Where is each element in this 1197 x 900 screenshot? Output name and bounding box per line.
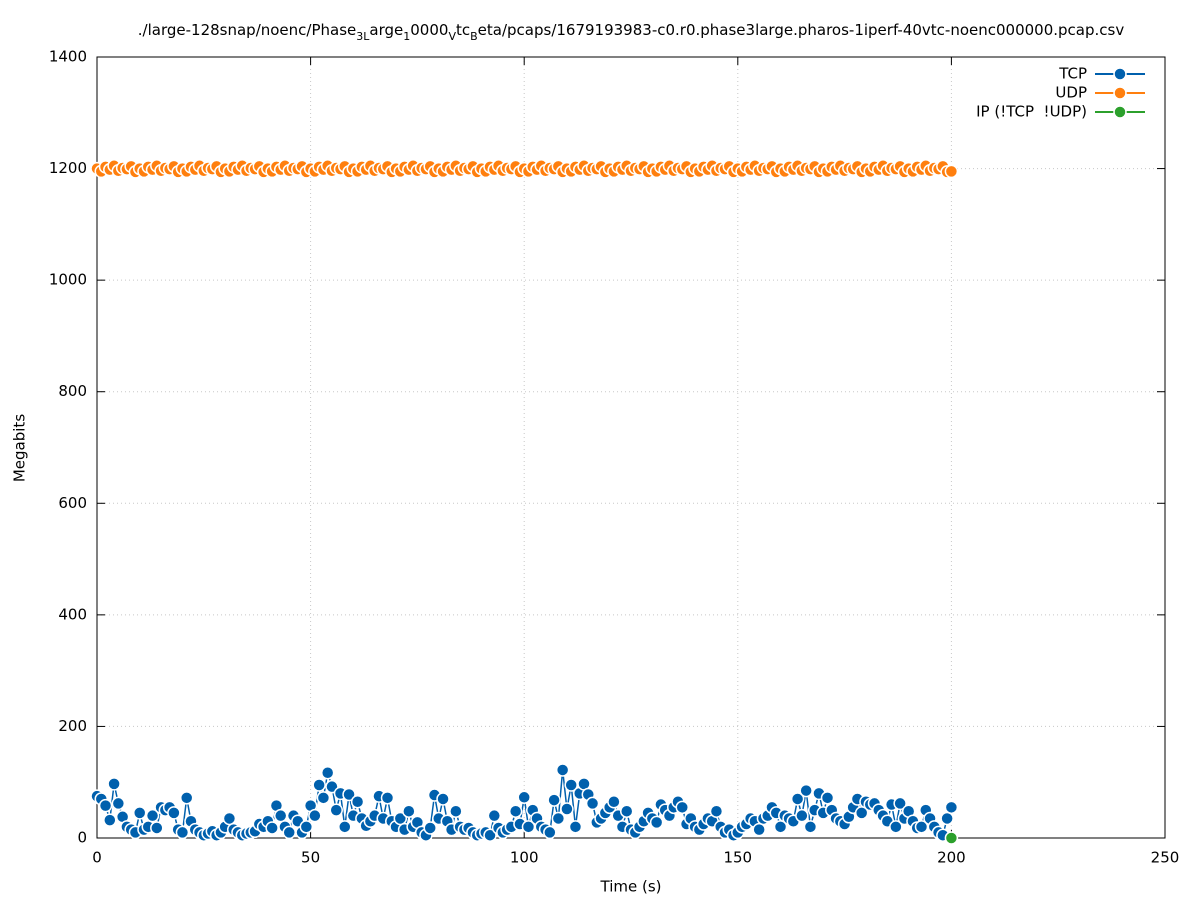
data-point: [517, 790, 531, 805]
data-point: [649, 815, 664, 830]
data-point: [338, 820, 352, 834]
y-tick-label: 400: [58, 605, 87, 623]
chart-title: ./large-128snap/noenc/Phase3Large10000Vt…: [138, 21, 1125, 43]
x-tick-label: 100: [510, 849, 539, 867]
data-point: [790, 792, 805, 806]
data-point: [380, 791, 395, 805]
legend-marker: [1113, 86, 1127, 100]
data-point: [103, 813, 117, 827]
data-point: [111, 796, 126, 811]
data-point: [299, 820, 314, 834]
y-tick-label: 1000: [49, 271, 87, 289]
data-point: [944, 164, 959, 179]
data-point: [179, 791, 194, 805]
title-segment: 0000: [410, 21, 448, 39]
x-axis-label: Time (s): [600, 878, 662, 896]
data-point: [940, 811, 954, 826]
data-point: [944, 800, 959, 815]
title-segment: ./large-128snap/noenc/Phase: [138, 21, 356, 39]
data-point: [342, 787, 356, 802]
data-point: [483, 828, 497, 842]
x-tick-label: 200: [937, 849, 966, 867]
x-tick-label: 0: [92, 849, 102, 867]
legend-marker: [1113, 105, 1127, 119]
data-point: [145, 808, 160, 823]
legend-label: UDP: [1055, 84, 1087, 102]
title-segment: 3L: [356, 30, 370, 43]
x-tick-label: 50: [301, 849, 320, 867]
data-point: [889, 820, 903, 834]
data-point: [312, 778, 326, 792]
data-point: [607, 794, 621, 809]
data-point: [799, 783, 813, 798]
data-point: [107, 777, 121, 791]
data-point: [568, 820, 583, 834]
y-axis-label: Megabits: [11, 414, 29, 482]
legend-marker: [1113, 67, 1127, 81]
data-point: [585, 796, 600, 811]
data-point: [820, 791, 835, 805]
data-point: [222, 811, 237, 826]
title-segment: tc: [456, 21, 470, 39]
title-segment: B: [470, 30, 478, 43]
y-tick-label: 600: [58, 494, 87, 512]
data-point: [329, 803, 343, 817]
legend-label: IP (!TCP !UDP): [976, 103, 1087, 121]
data-point: [709, 804, 724, 818]
data-point: [98, 798, 113, 813]
data-point: [564, 778, 578, 792]
y-tick-label: 800: [58, 382, 87, 400]
plot-border: [96, 56, 1166, 839]
data-point: [167, 806, 181, 820]
data-point: [423, 821, 437, 835]
data-point: [944, 831, 959, 845]
data-point: [402, 804, 416, 818]
data-point: [320, 765, 335, 780]
data-point: [803, 820, 818, 834]
data-point: [543, 825, 557, 840]
y-tick-label: 200: [58, 717, 87, 735]
data-point: [175, 825, 190, 840]
data-point: [551, 811, 566, 826]
data-point: [547, 793, 561, 807]
data-point: [150, 821, 164, 835]
y-tick-label: 1400: [49, 48, 87, 66]
data-point: [675, 800, 690, 815]
data-point: [273, 808, 288, 823]
data-point: [487, 808, 502, 823]
data-point: [282, 825, 296, 840]
data-point: [265, 821, 279, 835]
data-point: [795, 808, 809, 823]
y-tick-label: 1200: [49, 159, 87, 177]
data-point: [893, 796, 907, 811]
data-point: [132, 806, 147, 820]
data-point: [560, 802, 574, 816]
data-point: [436, 792, 450, 806]
data-point: [521, 820, 536, 834]
data-point: [508, 804, 523, 818]
x-tick-label: 150: [723, 849, 752, 867]
y-tick-label: 0: [77, 829, 87, 847]
data-point: [914, 820, 929, 834]
title-segment: 1: [403, 30, 410, 43]
data-point: [350, 794, 365, 809]
data-point: [308, 808, 322, 823]
legend-label: TCP: [1058, 65, 1087, 83]
data-point: [316, 791, 331, 805]
title-segment: V: [448, 30, 456, 43]
data-point: [752, 822, 766, 837]
data-point: [449, 804, 463, 818]
data-point: [619, 804, 634, 818]
x-tick-label: 250: [1151, 849, 1180, 867]
title-segment: arge: [369, 21, 403, 39]
data-point: [555, 763, 570, 777]
title-segment: eta/pcaps/1679193983-c0.r0.phase3large.p…: [478, 21, 1125, 39]
